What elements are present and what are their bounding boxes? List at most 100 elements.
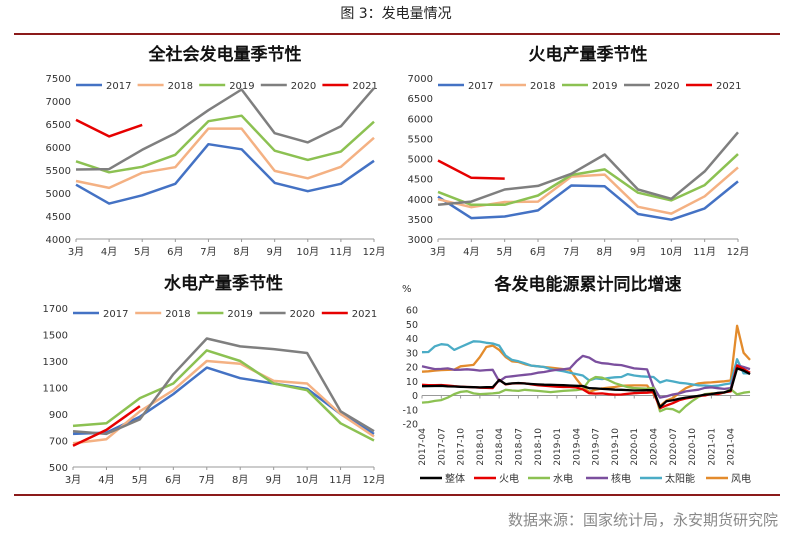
series-line-2019 [72, 349, 375, 442]
y-tick-label: 7000 [408, 74, 433, 85]
y-tick-label: 700 [49, 437, 68, 448]
y-tick-label: -20 [402, 420, 418, 431]
x-tick-label: 2019-01 [553, 428, 563, 466]
series-line-2020 [75, 87, 375, 171]
x-tick-label: 6月 [165, 474, 181, 486]
series-line-核电 [421, 354, 751, 399]
y-tick-label: 6000 [46, 143, 71, 154]
x-tick-label: 2020-01 [630, 428, 640, 466]
legend-label-2018: 2018 [165, 309, 190, 320]
y-tick-label: 5500 [408, 134, 433, 145]
x-tick-label: 11月 [693, 246, 716, 258]
y-tick-label: 10 [406, 377, 418, 388]
y-tick-label: 5000 [408, 155, 433, 166]
x-tick-label: 2020-04 [650, 428, 660, 466]
x-tick-label: 8月 [596, 246, 612, 258]
x-tick-label: 9月 [266, 246, 282, 258]
legend-label-2019: 2019 [229, 81, 254, 92]
y-tick-label: 6500 [408, 94, 433, 105]
x-tick-label: 3月 [65, 474, 81, 486]
chart-total-generation: 全社会发电量季节性 4000 4500 5000 5500 6000 6500 7000 750… [46, 44, 386, 258]
legend-label-2021: 2021 [716, 81, 741, 92]
y-tick-label: 40 [406, 334, 418, 345]
y-tick-label: 500 [49, 463, 68, 474]
top-divider [14, 33, 780, 35]
x-tick-label: 6月 [167, 246, 183, 258]
legend-label-整体: 整体 [445, 472, 465, 485]
x-tick-label: 4月 [101, 246, 117, 258]
y-axis-unit: % [402, 284, 412, 295]
x-tick-label: 5月 [132, 474, 148, 486]
legend-label-2018: 2018 [530, 81, 555, 92]
legend-label-2020: 2020 [290, 309, 315, 320]
y-tick-label: 50 [406, 320, 418, 331]
x-tick-label: 12月 [727, 246, 750, 258]
legend-label-2019: 2019 [227, 309, 252, 320]
legend-label-太阳能: 太阳能 [665, 472, 695, 485]
x-tick-label: 7月 [199, 474, 215, 486]
y-tick-label: 60 [406, 306, 418, 317]
chart-title: 各发电能源累计同比增速 [494, 274, 682, 295]
x-tick-label: 7月 [563, 246, 579, 258]
y-tick-label: 7000 [46, 97, 71, 108]
series-line-水电 [421, 375, 751, 414]
y-tick-label: 30 [406, 348, 418, 359]
x-tick-label: 2018-10 [534, 428, 544, 466]
x-tick-label: 3月 [68, 246, 84, 258]
y-tick-label: -10 [402, 405, 418, 416]
x-tick-label: 7月 [200, 246, 216, 258]
y-tick-label: 5500 [46, 166, 71, 177]
chart-title: 水电产量季节性 [164, 273, 283, 294]
series-line-2017 [72, 366, 375, 436]
series-line-2019 [437, 153, 739, 207]
y-tick-label: 1100 [43, 384, 68, 395]
bottom-divider [14, 494, 780, 496]
legend-label-风电: 风电 [731, 472, 751, 485]
x-tick-label: 3月 [430, 246, 446, 258]
series-line-2021 [75, 118, 143, 138]
y-tick-label: 3500 [408, 215, 433, 226]
x-tick-label: 10月 [296, 246, 319, 258]
series-line-2019 [75, 114, 375, 174]
y-tick-label: 3000 [408, 235, 433, 246]
y-tick-label: 6500 [46, 120, 71, 131]
x-tick-label: 2017-07 [437, 428, 447, 466]
x-tick-label: 12月 [363, 246, 386, 258]
x-tick-label: 2021-01 [707, 428, 717, 466]
x-tick-label: 11月 [329, 474, 352, 486]
y-tick-label: 4500 [46, 212, 71, 223]
data-source: 数据来源：国家统计局，永安期货研究院 [507, 511, 778, 529]
legend-label-核电: 核电 [611, 472, 631, 485]
series-line-太阳能 [421, 340, 750, 388]
x-tick-label: 2017-04 [418, 428, 428, 466]
y-tick-label: 1700 [43, 304, 68, 315]
figure-title: 图 3：发电量情况 [340, 6, 452, 22]
x-tick-label: 5月 [496, 246, 512, 258]
series-line-风电 [421, 324, 751, 408]
x-tick-label: 2017-10 [457, 428, 467, 466]
y-tick-label: 0 [412, 391, 418, 402]
x-tick-label: 8月 [233, 246, 249, 258]
x-tick-label: 9月 [265, 474, 281, 486]
legend-label-火电: 火电 [499, 472, 519, 485]
series-line-2020 [437, 131, 739, 207]
y-tick-label: 4500 [408, 175, 433, 186]
y-tick-label: 6000 [408, 114, 433, 125]
y-tick-label: 4000 [408, 195, 433, 206]
legend-label-2017: 2017 [103, 309, 128, 320]
x-tick-label: 2020-10 [688, 428, 698, 466]
series-line-2017 [75, 142, 375, 205]
x-tick-label: 2020-07 [669, 428, 679, 466]
legend-label-2021: 2021 [352, 309, 377, 320]
y-tick-label: 900 [49, 410, 68, 421]
series-line-2021 [437, 159, 505, 180]
x-tick-label: 12月 [363, 474, 386, 486]
y-tick-label: 7500 [46, 74, 71, 85]
legend-label-2017: 2017 [106, 81, 131, 92]
chart-hydro-power: 水电产量季节性 500 700 900 1100 1300 1500 1700 3月 4月 5月 6月… [43, 273, 386, 486]
x-tick-label: 2019-07 [592, 428, 602, 466]
x-tick-label: 2021-04 [727, 428, 737, 466]
legend-label-2020: 2020 [654, 81, 679, 92]
chart-yoy-growth: 各发电能源累计同比增速% -20 -10 0 10 20 30 40 50 60 2017-04 20… [402, 274, 751, 485]
legend-label-2021: 2021 [352, 81, 377, 92]
